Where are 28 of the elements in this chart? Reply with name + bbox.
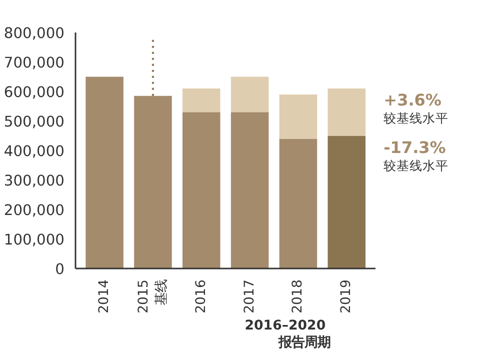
bar <box>134 96 172 268</box>
y-tick-label: 200,000 <box>4 202 64 219</box>
x-tick-label: 2018 <box>290 279 306 314</box>
y-tick-label: 800,000 <box>4 25 64 42</box>
annotation: -17.3% 较基线水平 <box>384 138 449 173</box>
bar <box>279 138 318 268</box>
bar <box>328 88 366 136</box>
bar <box>230 76 269 112</box>
x-tick-label: 2016 <box>194 279 209 314</box>
y-tick-label: 0 <box>55 261 65 278</box>
bar <box>328 136 366 268</box>
x-tick-label: 2019 <box>339 279 354 314</box>
x-tick-label: 2015 基线 <box>136 279 170 314</box>
bar <box>182 112 220 268</box>
annotation: +3.6% 较基线水平 <box>384 90 449 126</box>
y-tick-label: 400,000 <box>4 143 64 160</box>
y-tick-label: 300,000 <box>4 172 64 190</box>
bar <box>182 88 220 112</box>
y-tick-label: 500,000 <box>4 114 64 130</box>
bar <box>230 112 269 268</box>
text: 2016–2020 报告周期 <box>244 318 330 350</box>
y-tick-label: 700,000 <box>4 54 64 72</box>
y-tick-label: 100,000 <box>4 232 64 248</box>
bar <box>86 76 124 268</box>
y-tick-label: 600,000 <box>4 84 64 101</box>
x-tick-label: 2017 <box>242 279 258 314</box>
x-tick-label: 2014 <box>97 279 112 314</box>
bar <box>279 94 318 139</box>
